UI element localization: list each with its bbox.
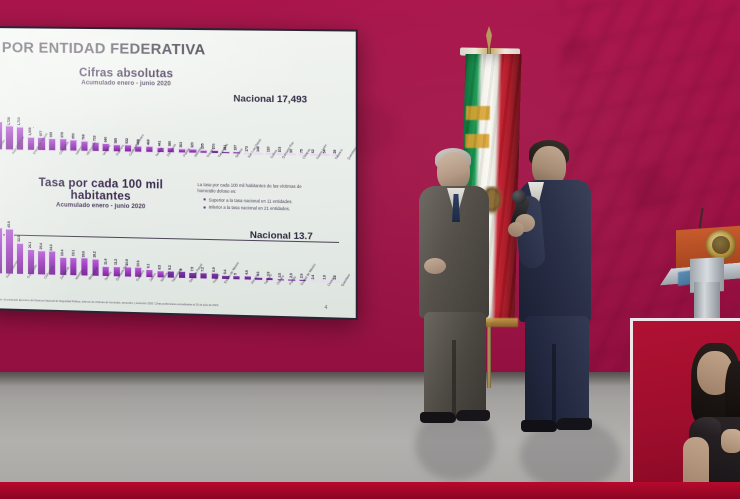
person1-tie	[452, 194, 460, 222]
person2-hand	[508, 222, 524, 237]
person2-head	[532, 146, 566, 186]
bar-column: 103	[276, 110, 286, 156]
bar-value-label: 8.5	[157, 264, 162, 270]
bar-column: 11.2	[112, 207, 122, 278]
person2-leg-gap	[552, 344, 556, 428]
person2-shoe	[521, 420, 557, 432]
bar-value-label: 45.8	[6, 221, 11, 229]
bar-column: 18.6	[80, 206, 90, 277]
bar-column: 3.9	[265, 210, 275, 282]
bar-column: 25.4	[37, 205, 47, 276]
flag-fringe	[462, 318, 518, 327]
national-seal-inner	[712, 236, 730, 254]
bar-value-label: 320	[190, 142, 195, 149]
bar-value-label: 2,063	[0, 112, 1, 120]
bottom-red-strip	[0, 482, 740, 499]
microphone-head-icon	[512, 190, 526, 204]
projection-screen: SO POR ENTIDAD FEDERATIVA Cifras absolut…	[0, 26, 358, 321]
bar-column: 2.9	[287, 210, 297, 282]
person2-shoe	[556, 418, 592, 430]
bar-value-label: 18.2	[92, 251, 97, 258]
interpreter-shoulder	[693, 417, 721, 435]
bar-value-label: 640	[103, 136, 108, 143]
slide-page-number: 4	[324, 304, 328, 312]
bar-value-label: 1,710	[17, 117, 22, 126]
bar-value-label: 850	[70, 133, 75, 139]
bar-column: 9.1	[144, 207, 154, 279]
bar-value-label: 585	[114, 137, 119, 144]
chart-top-national-label: Nacional 17,493	[233, 93, 308, 106]
bar-value-label: 25.4	[38, 243, 43, 250]
bar-column: 10.6	[134, 207, 144, 278]
floor-shadow	[0, 372, 740, 386]
bar-column: 3.5	[276, 210, 286, 282]
bar-value-label: 19.1	[70, 250, 75, 257]
national-seal-icon	[706, 230, 736, 260]
bar-value-label: 24.6	[49, 244, 54, 251]
bar-value-label: 8.2	[168, 265, 173, 270]
interpreter-hand	[721, 429, 740, 453]
bar-value-label: 10.6	[135, 260, 140, 267]
person1-leg-gap	[452, 340, 456, 418]
bar-column: 5.4	[221, 209, 231, 281]
chart-bottom-heading: Tasa por cada 100 mil habitantes	[38, 176, 164, 203]
bar-value-label: 11.4	[103, 258, 108, 265]
sign-language-interpreter-pip	[630, 318, 740, 499]
bar	[0, 226, 3, 275]
chart-top-heading: Cifras absolutas	[79, 67, 174, 81]
bar-column: 11.4	[101, 206, 111, 278]
bar-value-label: 719	[92, 135, 97, 141]
bar-value-label: 26.1	[27, 242, 33, 249]
bar-column: 4.1	[254, 210, 264, 281]
note-intro: La tasa por cada 100 mil habitantes de l…	[197, 182, 302, 195]
person1-shoe	[420, 412, 456, 423]
bar-value-label: 19.4	[60, 249, 65, 256]
bar-value-label: 878	[60, 132, 65, 139]
person1-shoe	[456, 410, 490, 421]
person1-hands	[424, 258, 446, 274]
bar-value-label: 5.4	[222, 269, 227, 274]
bar-value-label: 18.6	[81, 250, 86, 258]
bar-column: 8.2	[166, 208, 176, 279]
bar-column: 768	[80, 107, 90, 152]
bar-value-label: 768	[81, 134, 86, 141]
bar-column: 1.2	[331, 211, 341, 283]
bar-value-label: 9.1	[146, 263, 151, 269]
bar-column: 47.5	[0, 204, 4, 275]
chart-top-headings: Cifras absolutas Acumulado enero - junio…	[50, 67, 202, 88]
flag-finial-icon	[486, 26, 492, 52]
bar-value-label: 11.2	[114, 259, 119, 266]
bar-category-label: Campeche	[355, 272, 358, 288]
person1-head	[437, 152, 470, 191]
stage-floor	[0, 372, 740, 499]
bar-value-label: 1,008	[27, 127, 33, 136]
bar-column: 320	[188, 109, 198, 154]
person2-trousers	[525, 316, 589, 428]
interpreter-hair-side	[725, 361, 740, 433]
bar-value-label: 532	[124, 138, 129, 145]
bar-value-label: 32.5	[17, 235, 22, 242]
bar-value-label: 47.5	[0, 220, 1, 226]
bar-value-label: 1,728	[6, 117, 11, 126]
bar-column: 8.5	[155, 207, 165, 279]
bar-column: 19.1	[69, 206, 79, 277]
